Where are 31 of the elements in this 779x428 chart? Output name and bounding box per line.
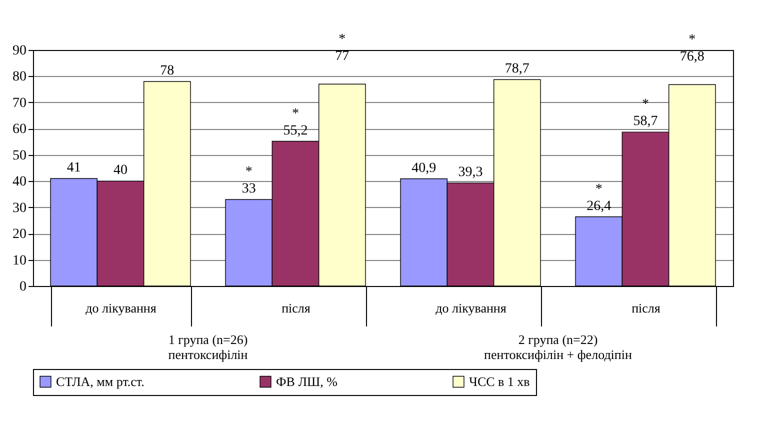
data-label: * 58,7 <box>633 97 658 130</box>
legend-label: ФВ ЛШ, % <box>276 374 338 389</box>
x-tick-label: до лікування <box>436 300 506 316</box>
data-label: 40,9 <box>412 160 436 176</box>
x-tick-label: до лікування <box>86 300 156 316</box>
data-label: * 76,8 <box>680 32 704 65</box>
legend-label: ЧСС в 1 хв <box>469 374 530 389</box>
y-tick-label: 90 <box>12 44 26 58</box>
y-tick-label: 70 <box>12 96 26 111</box>
data-label: * 77 <box>335 32 350 64</box>
text: 2 група (n=22) пентоксифілін + фелодіпін <box>484 332 632 362</box>
data-label: 40 <box>114 163 128 178</box>
x-tick-label: після <box>632 300 660 316</box>
data-label: 41 <box>66 160 81 176</box>
y-tick-label: 10 <box>12 253 26 268</box>
data-label: * 26,4 <box>586 182 612 214</box>
legend-label: СТЛА, мм рт.ст. <box>56 374 144 389</box>
y-tick-label: 60 <box>12 122 26 138</box>
x-tick-label: після <box>282 300 310 316</box>
y-tick-label: 80 <box>12 70 26 85</box>
y-tick-label: 30 <box>12 200 26 216</box>
data-label: * 33 <box>242 164 256 196</box>
data-label: * 55,2 <box>283 106 308 138</box>
data-label: 39,3 <box>458 164 483 180</box>
y-tick-label: 20 <box>12 227 26 242</box>
y-tick-label: 0 <box>20 280 26 294</box>
text: 1 група (n=26) пентоксифілін <box>168 332 248 362</box>
y-tick-label: 40 <box>12 174 26 190</box>
data-label: 78,7 <box>504 62 530 77</box>
y-tick-label: 50 <box>12 148 26 164</box>
data-label: 78 <box>160 63 174 78</box>
